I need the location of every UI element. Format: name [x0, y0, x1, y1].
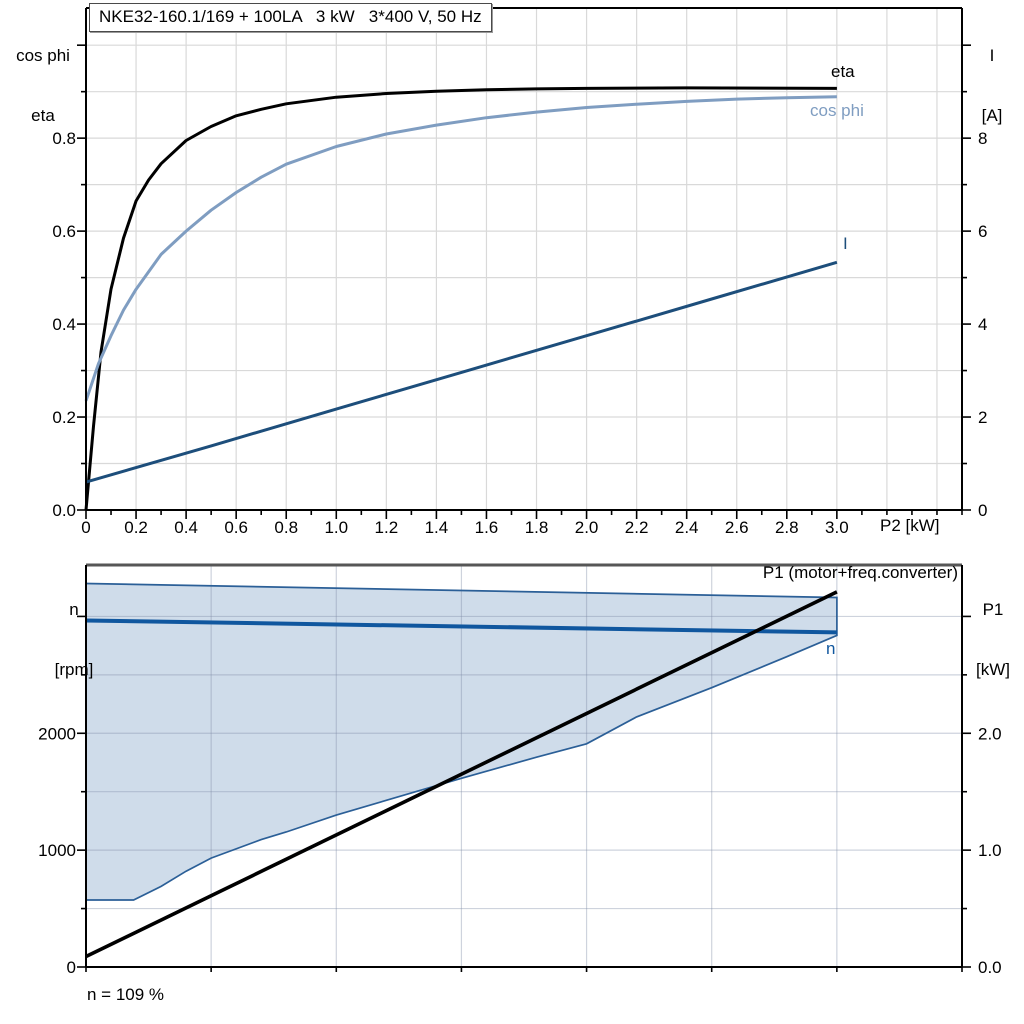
tick-label: 0.8 — [52, 129, 76, 148]
tick-label: 1.8 — [525, 518, 549, 537]
tick-label: 1.0 — [324, 518, 348, 537]
tick-label: 0.4 — [52, 315, 76, 334]
tick-label: 2.2 — [625, 518, 649, 537]
tick-label: 0.0 — [978, 958, 1002, 977]
tick-label: 8 — [978, 129, 987, 148]
top-right-axis-label: I [A] — [964, 6, 1020, 166]
tick-label: 4 — [978, 315, 987, 334]
n-series-label: n — [826, 639, 836, 658]
current-curve — [85, 260, 838, 484]
tick-label: 0.4 — [174, 518, 198, 537]
bottom-right-axis-label: P1 [kW] — [962, 560, 1024, 720]
chart-title: NKE32-160.1/169 + 100LA 3 kW 3*400 V, 50… — [89, 3, 492, 32]
p1-series-label: P1 (motor+freq.converter) — [762, 563, 958, 582]
tick-label: 1000 — [38, 841, 76, 860]
tick-label: 2000 — [38, 724, 76, 743]
top-left-axis-label-line1: cos phi — [16, 46, 70, 65]
top-right-axis-label-line2: [A] — [981, 106, 1003, 125]
top-left-axis-label-line2: eta — [31, 106, 55, 125]
tick-label: 0.8 — [274, 518, 298, 537]
tick-label: 0 — [81, 518, 90, 537]
tick-label: 0.2 — [52, 408, 76, 427]
cos-phi-curve — [84, 95, 837, 402]
tick-label: 1.2 — [375, 518, 399, 537]
tick-label: 2 — [978, 408, 987, 427]
tick-label: 0 — [978, 501, 987, 520]
eta-series-label: eta — [831, 62, 855, 81]
cos-phi-series-label: cos phi — [810, 101, 864, 120]
n-curve — [85, 618, 837, 635]
tick-label: 2.8 — [775, 518, 799, 537]
speed-band — [86, 583, 837, 900]
tick-label: 2.0 — [978, 724, 1002, 743]
tick-label: 0 — [67, 958, 76, 977]
p1-curve — [85, 590, 838, 959]
current-series-label: I — [843, 234, 848, 253]
tick-label: 0.2 — [124, 518, 148, 537]
bottom-left-axis-label-line2: [rpm] — [54, 660, 94, 679]
tick-label: 3.0 — [825, 518, 849, 537]
eta-curve — [84, 86, 837, 511]
tick-label: 2.0 — [575, 518, 599, 537]
tick-label: 1.6 — [475, 518, 499, 537]
top-left-axis-label: cos phi eta — [2, 6, 84, 166]
top-right-axis-label-line1: I — [989, 46, 995, 65]
tick-label: 0.6 — [224, 518, 248, 537]
tick-label: 0.6 — [52, 222, 76, 241]
tick-label: 1.4 — [425, 518, 449, 537]
bottom-left-axis-label: n [rpm] — [24, 560, 124, 720]
x-axis-unit-label: P2 [kW] — [880, 516, 940, 535]
bottom-right-axis-label-line2: [kW] — [976, 660, 1010, 679]
tick-label: 2.4 — [675, 518, 699, 537]
bottom-left-axis-label-line1: n — [69, 600, 79, 619]
tick-label: 2.6 — [725, 518, 749, 537]
speed-note: n = 109 % — [87, 985, 165, 1004]
tick-label: 0.0 — [52, 501, 76, 520]
tick-label: 6 — [978, 222, 987, 241]
tick-label: 1.0 — [978, 841, 1002, 860]
bottom-right-axis-label-line1: P1 — [982, 600, 1004, 619]
